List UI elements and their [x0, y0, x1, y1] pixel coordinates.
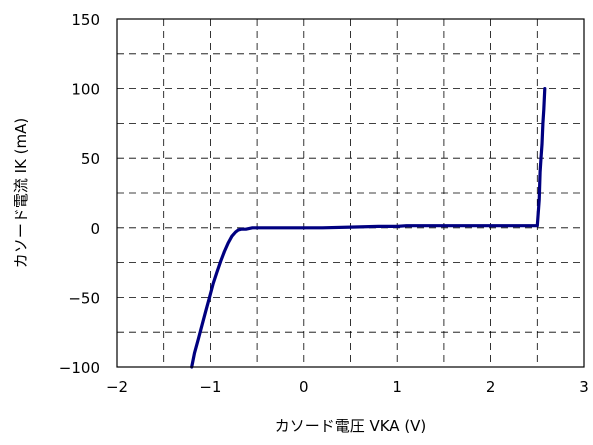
- y-tick-label: 50: [81, 150, 100, 168]
- plot-frame: [116, 18, 585, 368]
- x-tick-label: 0: [299, 378, 309, 396]
- x-tick-label: 2: [486, 378, 496, 396]
- series-line: [190, 87, 547, 369]
- x-tick-label: −2: [106, 378, 128, 396]
- y-tick-label: 100: [71, 81, 100, 99]
- series-layer: [190, 87, 547, 369]
- x-tick-label: 3: [579, 378, 589, 396]
- y-tick-label: −100: [59, 359, 100, 377]
- x-axis-label: カソード電圧 VKA (V): [275, 417, 427, 435]
- y-tick-label: 150: [71, 11, 100, 29]
- y-tick-label: 0: [90, 220, 100, 238]
- x-tick-label: 1: [392, 378, 402, 396]
- y-tick-label: −50: [68, 289, 100, 307]
- grid-layer: [117, 19, 584, 367]
- tick-label-layer: −2 −1 0 1 2 3 −100 −50 0 50 100 150: [59, 11, 589, 396]
- x-tick-label: −1: [199, 378, 221, 396]
- y-axis-label: カソード電流 IK (mA): [12, 118, 30, 268]
